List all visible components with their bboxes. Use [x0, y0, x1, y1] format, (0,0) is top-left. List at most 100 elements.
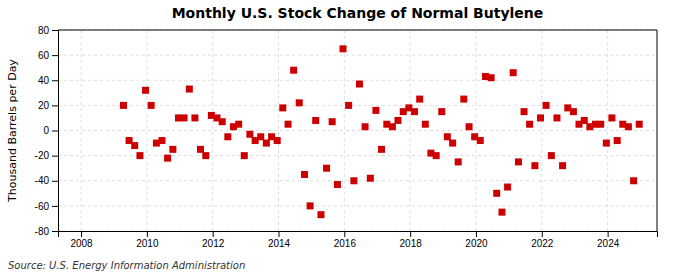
grid-line-x	[541, 30, 542, 231]
tick-label: 60	[38, 50, 50, 61]
point	[630, 177, 637, 184]
tick-label: 2016	[334, 238, 357, 249]
tick: 80	[38, 25, 58, 36]
grid-line-y	[58, 205, 657, 206]
tick-mark	[52, 181, 58, 182]
plot-area: 2008 2010 2012 2014 2016 2018 2020 2022 2024 -80 -…	[35, 25, 658, 249]
tick: -20	[35, 150, 58, 161]
grid-line-x	[410, 30, 411, 231]
tick-label: -60	[35, 201, 50, 212]
point	[553, 114, 560, 121]
tick-label: 2020	[465, 238, 488, 249]
point	[120, 102, 127, 109]
tick-mark	[279, 231, 280, 237]
frame	[657, 30, 658, 231]
point	[241, 152, 248, 159]
point	[317, 211, 324, 218]
title: Monthly U.S. Stock Change of Normal Buty…	[172, 5, 544, 21]
point	[531, 162, 538, 169]
point	[290, 67, 297, 74]
point	[329, 118, 336, 125]
tick-mark	[52, 156, 58, 157]
point	[164, 155, 171, 162]
point	[131, 142, 138, 149]
point	[372, 107, 379, 114]
point	[488, 74, 495, 81]
point	[636, 121, 643, 128]
axis-line	[59, 232, 658, 238]
tick: 2014	[268, 231, 291, 249]
tick-label: 2024	[597, 238, 620, 249]
point	[219, 118, 226, 125]
point	[548, 152, 555, 159]
point	[301, 171, 308, 178]
point	[455, 158, 462, 165]
point	[362, 123, 369, 130]
tick-label: 2010	[136, 238, 159, 249]
point	[597, 121, 604, 128]
tick-mark	[52, 80, 58, 81]
point	[608, 114, 615, 121]
point	[323, 165, 330, 172]
tick: 20	[38, 100, 58, 111]
point	[378, 146, 385, 153]
grid-line-y	[58, 180, 657, 181]
tick-label: 20	[38, 100, 50, 111]
point	[246, 131, 253, 138]
point	[526, 121, 533, 128]
point	[416, 96, 423, 103]
tick-mark	[147, 231, 148, 237]
tick-mark	[81, 231, 82, 237]
point	[186, 86, 193, 93]
point	[510, 69, 517, 76]
grid-line-y	[58, 55, 657, 56]
point	[296, 99, 303, 106]
tick-label: 2012	[202, 238, 225, 249]
axis-line	[52, 31, 59, 232]
point	[498, 209, 505, 216]
point	[603, 140, 610, 147]
point	[543, 102, 550, 109]
point	[334, 181, 341, 188]
point	[411, 108, 418, 115]
tick-mark	[52, 231, 58, 232]
tick-label: 2008	[70, 238, 93, 249]
tick-mark	[52, 30, 58, 31]
y-axis: -80-60-40-20020406080	[35, 25, 59, 237]
tick-label: 2018	[400, 238, 423, 249]
tick-label: 2022	[531, 238, 554, 249]
tick: 2012	[202, 231, 225, 249]
grid-line-y	[58, 130, 657, 131]
point	[202, 152, 209, 159]
point	[224, 133, 231, 140]
point	[521, 108, 528, 115]
tick-mark	[52, 131, 58, 132]
grid-line-x	[607, 30, 608, 231]
point	[169, 146, 176, 153]
tick-mark	[52, 105, 58, 106]
grid-line-y	[58, 30, 657, 31]
point	[274, 137, 281, 144]
tick: -40	[35, 175, 58, 186]
point	[433, 152, 440, 159]
points	[120, 45, 643, 218]
grid-line-y	[58, 155, 657, 156]
point	[422, 121, 429, 128]
point	[191, 114, 198, 121]
tick-mark	[476, 231, 477, 237]
frame	[58, 30, 657, 31]
point	[449, 140, 456, 147]
point	[559, 162, 566, 169]
tick: 2016	[334, 231, 357, 249]
point	[477, 137, 484, 144]
tick-mark	[213, 231, 214, 237]
point	[257, 133, 264, 140]
point	[460, 96, 467, 103]
x-axis: 2008 2010 2012 2014 2016 2018 2020 2022 2024	[59, 231, 658, 249]
tick: 2024	[597, 231, 620, 249]
point	[197, 146, 204, 153]
tick: -80	[35, 226, 58, 237]
tick: 60	[38, 50, 58, 61]
tick-label: 0	[43, 125, 49, 136]
tick-label: 2014	[268, 238, 291, 249]
